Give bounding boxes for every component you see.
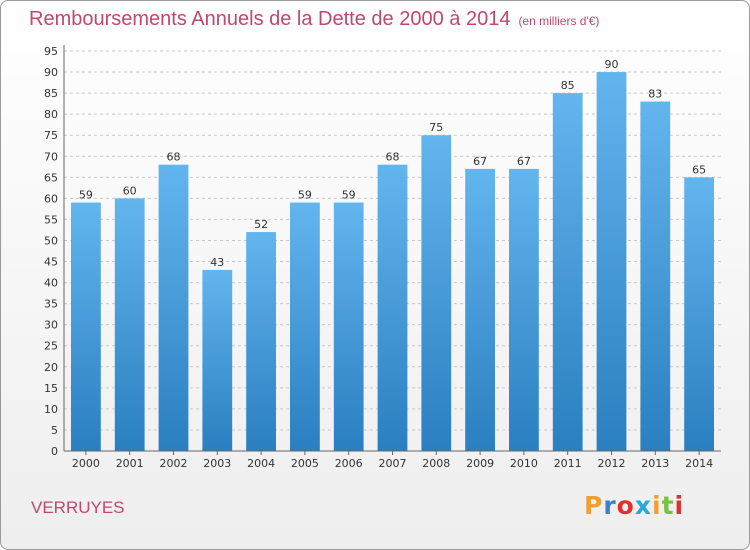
logo-letter: i <box>674 491 685 520</box>
bar-2001 <box>114 198 145 451</box>
bar-2008 <box>421 135 452 452</box>
bar-2007 <box>377 164 408 451</box>
y-tick-label: 5 <box>51 424 58 437</box>
y-tick-label: 25 <box>44 340 58 353</box>
bar-2004 <box>246 232 276 451</box>
bar-2002 <box>158 164 189 451</box>
y-tick-label: 70 <box>44 150 58 163</box>
x-tick-label-2009: 2009 <box>466 457 494 470</box>
y-tick-label: 15 <box>44 382 58 395</box>
logo-letter: i <box>652 491 662 520</box>
y-tick-label: 40 <box>44 277 58 290</box>
bars <box>71 72 714 452</box>
bar-2014 <box>684 177 714 451</box>
value-label-2009: 67 <box>473 155 487 168</box>
y-tick-label: 50 <box>44 234 58 247</box>
value-label-2005: 59 <box>298 189 312 202</box>
y-tick-label: 95 <box>44 45 58 58</box>
x-tick-label-2000: 2000 <box>72 457 100 470</box>
value-label-2011: 85 <box>561 79 575 92</box>
bar-2012 <box>596 72 627 451</box>
value-label-2002: 68 <box>167 151 181 164</box>
bar-2010 <box>509 168 539 452</box>
value-label-2008: 75 <box>429 121 443 134</box>
x-tick-label-2012: 2012 <box>598 457 626 470</box>
y-tick-label: 90 <box>44 66 58 79</box>
y-tick-label: 80 <box>44 108 58 121</box>
logo-letter: P <box>584 491 604 520</box>
bar-2011 <box>552 93 583 452</box>
x-tick-label-2007: 2007 <box>379 457 407 470</box>
x-tick-label-2014: 2014 <box>685 457 713 470</box>
chart-title-text: Remboursements Annuels de la Dette de 20… <box>29 8 511 30</box>
x-tick-label-2005: 2005 <box>291 457 319 470</box>
logo-letter: t <box>661 491 675 520</box>
y-tick-label: 20 <box>44 361 58 374</box>
value-label-2012: 90 <box>605 58 619 71</box>
bar-2000 <box>71 202 101 451</box>
y-tick-label: 30 <box>44 319 58 332</box>
y-tick-label: 0 <box>51 445 58 458</box>
y-tick-label: 60 <box>44 192 58 205</box>
x-tick-label-2002: 2002 <box>160 457 188 470</box>
value-label-2007: 68 <box>386 151 400 164</box>
value-label-2001: 60 <box>123 184 137 197</box>
logo-letter: r <box>603 491 617 520</box>
axes <box>63 45 721 455</box>
x-tick-label-2006: 2006 <box>335 457 363 470</box>
x-tick-label-2001: 2001 <box>116 457 144 470</box>
chart-title: Remboursements Annuels de la Dette de 20… <box>29 8 599 31</box>
x-tick-label-2004: 2004 <box>247 457 275 470</box>
bar-2009 <box>465 168 495 452</box>
logo-letter: o <box>616 491 635 520</box>
y-tick-label: 85 <box>44 87 58 100</box>
x-tick-label-2008: 2008 <box>422 457 450 470</box>
value-label-2014: 65 <box>692 163 706 176</box>
location-label: VERRUYES <box>31 498 125 517</box>
bar-2006 <box>333 202 364 451</box>
value-label-2013: 83 <box>648 88 662 101</box>
bar-2013 <box>640 101 671 452</box>
logo-letter: x <box>634 491 652 520</box>
value-label-2000: 59 <box>79 189 93 202</box>
y-tick-label: 10 <box>44 403 58 416</box>
x-tick-label-2010: 2010 <box>510 457 538 470</box>
bar-2005 <box>290 202 320 451</box>
bar-2003 <box>202 269 233 451</box>
value-label-2010: 67 <box>517 155 531 168</box>
y-tick-label: 45 <box>44 256 58 269</box>
labels: 0 5 10 15 20 25 30 35 40 45 50 55 60 65 70 75 80 85 90 95 59… <box>44 45 713 470</box>
y-tick-label: 35 <box>44 298 58 311</box>
x-tick-label-2003: 2003 <box>203 457 231 470</box>
value-label-2004: 52 <box>254 218 268 231</box>
y-tick-label: 55 <box>44 213 58 226</box>
value-label-2003: 43 <box>210 256 224 269</box>
value-label-2006: 59 <box>342 189 356 202</box>
proxiti-logo: Proxiti <box>584 491 684 520</box>
y-tick-label: 75 <box>44 129 58 142</box>
chart-subtitle: (en milliers d'€) <box>518 14 600 28</box>
y-tick-label: 65 <box>44 171 58 184</box>
x-tick-label-2011: 2011 <box>554 457 582 470</box>
x-tick-label-2013: 2013 <box>641 457 669 470</box>
